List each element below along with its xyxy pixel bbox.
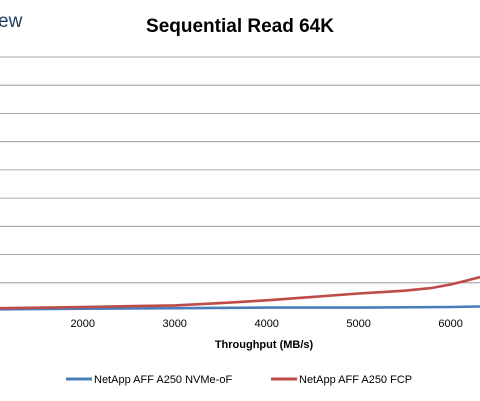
x-tick-label: 6000 [438,318,462,330]
series-line-1 [0,305,480,311]
legend: NetApp AFF A250 NVMe-oF NetApp AFF A250 F… [66,374,412,386]
legend-label-1: NetApp AFF A250 NVMe-oF [94,374,232,386]
brand-text: ew [0,11,23,32]
legend-label-2: NetApp AFF A250 FCP [299,374,412,386]
x-tick-label: 4000 [254,318,278,330]
gridlines [0,56,480,284]
x-tick-label: 5000 [346,318,370,330]
x-tick-label: 3000 [162,318,186,330]
series-group [0,275,480,311]
chart-title: Sequential Read 64K [146,16,334,37]
series-line-2 [0,275,480,310]
x-axis-label: Throughput (MB/s) [215,339,314,351]
x-tick-label: 2000 [71,318,95,330]
x-ticks: 2000 3000 4000 5000 6000 [71,318,463,330]
